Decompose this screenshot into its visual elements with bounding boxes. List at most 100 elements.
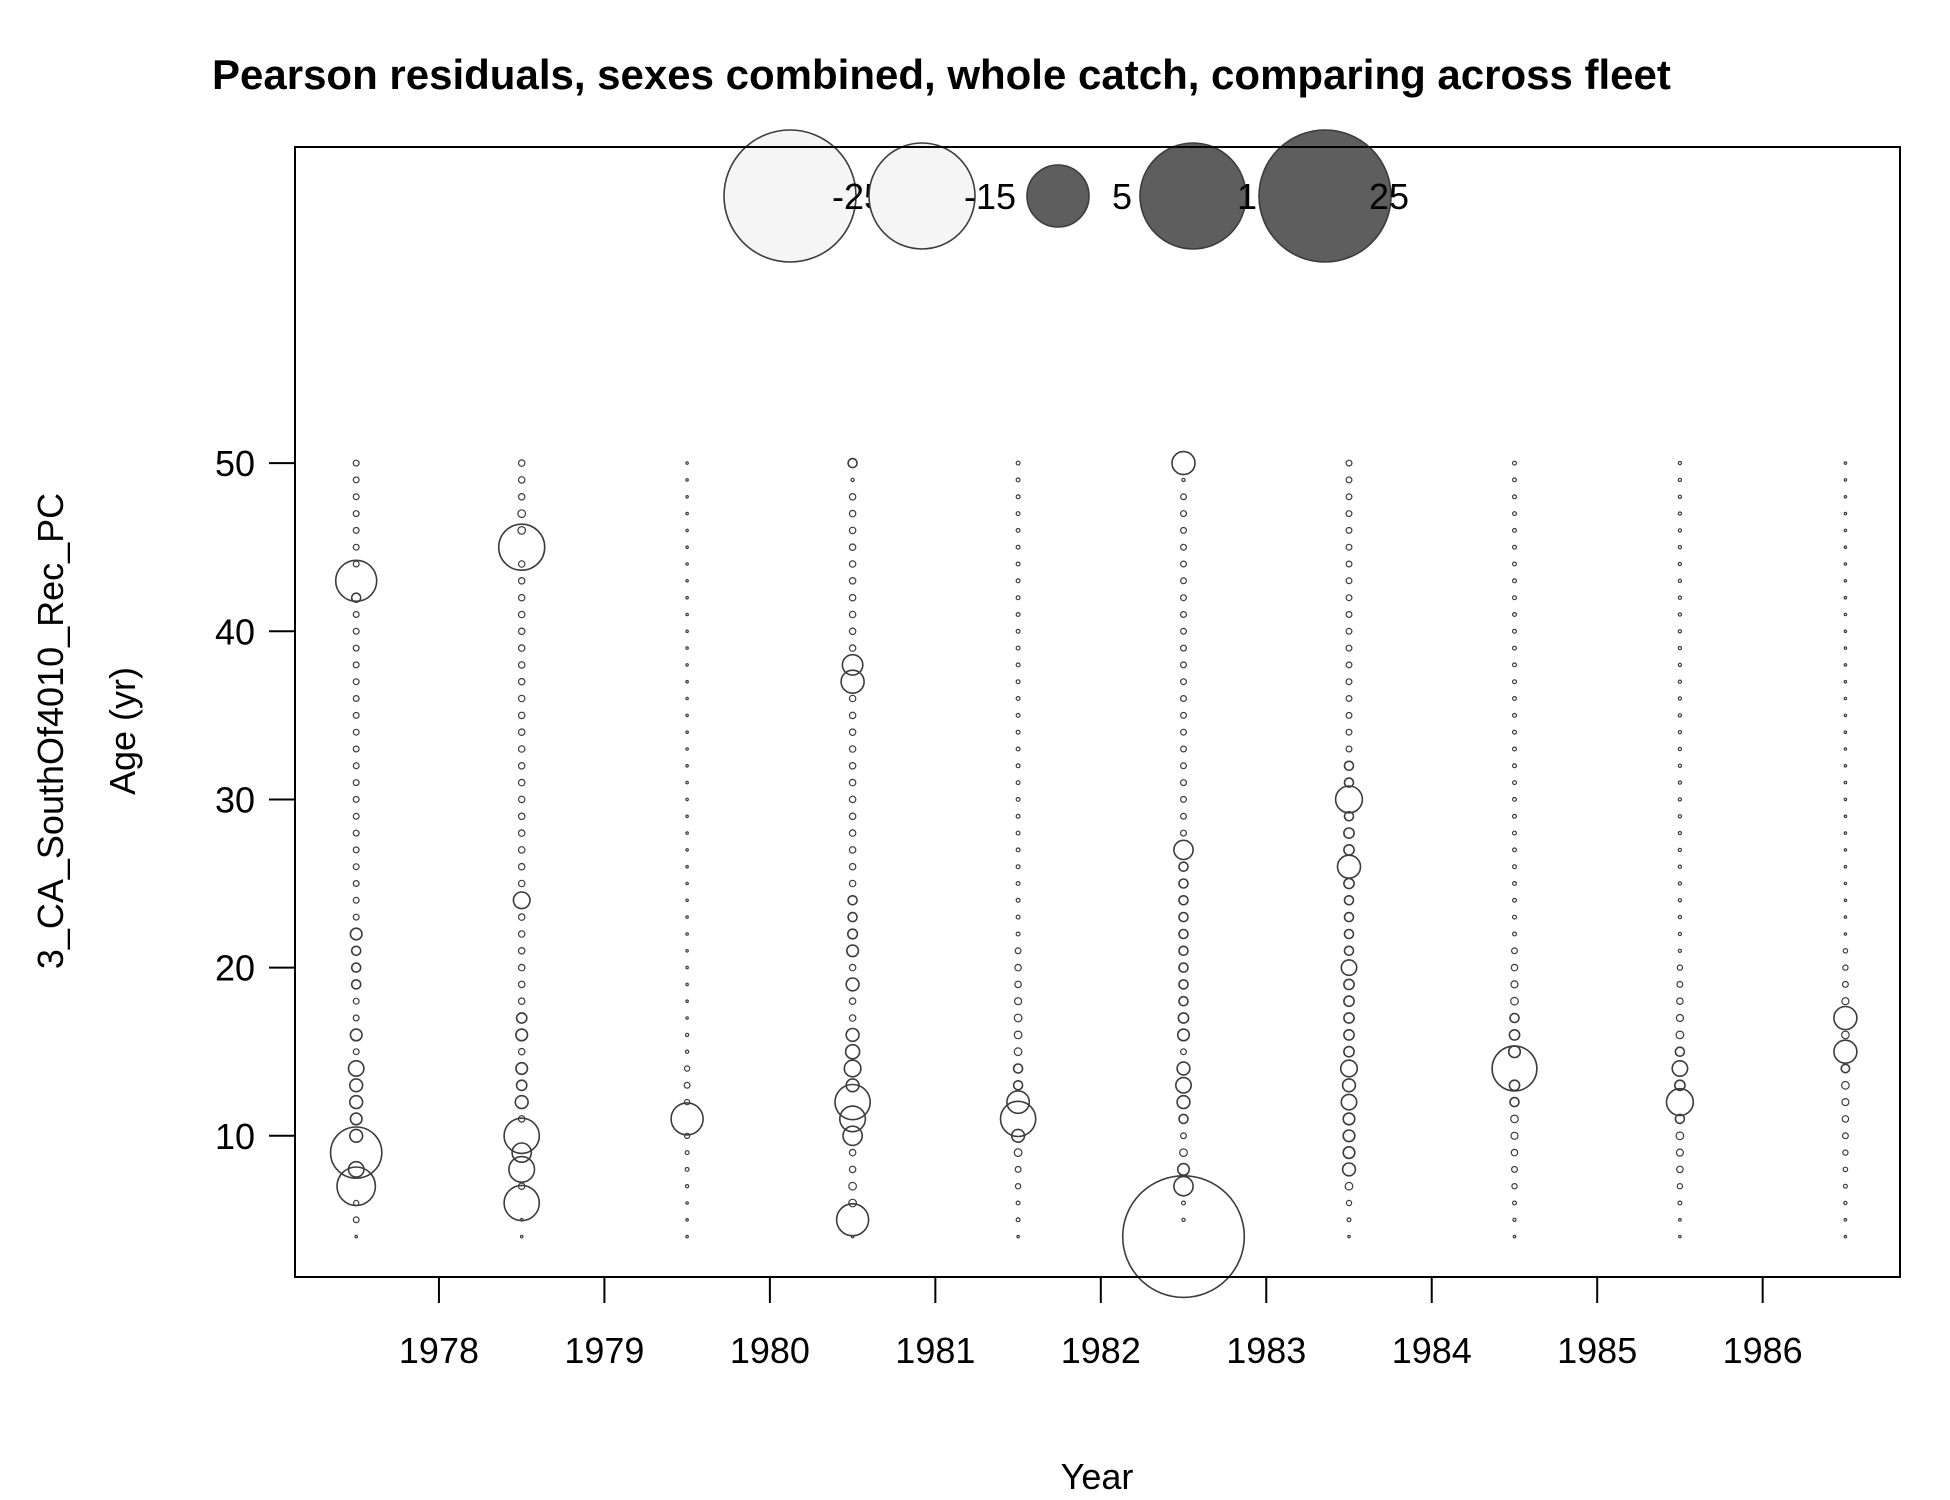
bubble-point [517,677,526,686]
bubble-point [1178,928,1189,940]
bubble-point [517,946,526,955]
bubble-point [1843,915,1848,919]
bubble-point [1508,1079,1521,1092]
bubble-point [848,761,857,770]
bubble-point [511,1142,533,1164]
bubble-point [835,1203,870,1237]
bubble-point [352,863,360,871]
bubble-point [1345,661,1353,669]
bubble-point [334,559,378,603]
bubble-point [684,1183,690,1189]
legend-label: 25 [1369,176,1409,217]
bubble-point [352,543,360,551]
bubble-point [1345,560,1353,568]
bubble-point [848,526,857,535]
bubble-point [685,663,689,667]
bubble-point [1345,1199,1353,1207]
bubble-point [517,560,526,568]
chart-title: Pearson residuals, sexes combined, whole… [212,51,1671,98]
bubble-point [685,848,689,852]
bubble-point [685,864,689,869]
bubble-point [685,965,689,970]
bubble-point [1675,1148,1685,1157]
bubble-point [685,679,689,684]
bubble-point [1176,1061,1191,1076]
bubble-point [517,980,526,989]
bubble-point [1014,947,1022,955]
bubble-point [1843,814,1848,819]
bubble-point [1675,1131,1685,1141]
bubble-point [1015,628,1021,634]
bubble-point [1345,610,1353,618]
bubble-point [1176,1028,1191,1042]
y-tick-label: 20 [215,948,255,989]
bubble-point [1343,827,1355,839]
bubble-point [1015,931,1021,937]
bubble-point [1343,978,1355,991]
bubble-point [1841,997,1850,1006]
bubble-point [517,644,526,652]
bubble-point [1347,1234,1351,1239]
bubble-point [1510,1148,1519,1157]
bubble-point [352,510,360,518]
bubble-point [1511,864,1517,870]
bubble-point [1677,679,1683,684]
bubble-point [1677,830,1683,836]
x-tick-label: 1980 [730,1330,810,1371]
bubble-point [1841,1115,1850,1123]
bubble-point [848,778,857,787]
bubble-point [1013,997,1023,1006]
bubble-point [1677,545,1683,550]
bubble-point [517,476,526,484]
bubble-point [1015,780,1021,786]
x-tick-label: 1984 [1392,1330,1472,1371]
bubble-point [684,1049,690,1054]
bubble-point [685,763,689,768]
bubble-point [1511,796,1517,802]
bubble-point [517,761,526,770]
bubble-point [848,543,857,552]
bubble-point [1015,460,1021,466]
bubble-point [1843,461,1848,465]
bubble-point [685,511,689,516]
bubble-point [1511,1182,1518,1190]
bubble-point [685,646,689,650]
bubble-point [1675,1013,1685,1023]
bubble-point [1843,1234,1848,1239]
bubble-point [1015,494,1021,500]
bubble-point [1674,1046,1686,1057]
bubble-point [517,728,526,737]
bubble-point [683,1065,691,1072]
bubble-point [1179,812,1187,820]
bubble-point [848,492,857,501]
bubble-point [1345,627,1353,635]
bubble-point [848,1198,857,1208]
bubble-point [517,778,526,787]
bubble-point [1843,612,1848,617]
bubble-point [1843,663,1848,667]
bubble-point [1843,747,1848,751]
bubble-point [1343,995,1355,1008]
bubble-point [1177,1012,1190,1024]
bubble-point [1511,1200,1517,1206]
bubble-point [848,963,857,972]
bubble-point [1511,897,1517,903]
y-axis-label: Age (yr) [102,667,143,795]
bubble-point [845,977,860,992]
bubble-point [349,1128,364,1144]
bubble-point [349,1112,363,1126]
bubble-point [1843,780,1848,785]
bubble-point [349,927,363,941]
bubble-point [517,1182,526,1191]
bubble-point [352,627,360,635]
bubble-point [1015,880,1021,886]
bubble-point [685,528,689,533]
bubble-point [1511,712,1517,718]
bubble-point [1512,1217,1517,1223]
bubble-point [352,745,360,753]
bubble-point [1511,813,1517,819]
bubble-point [352,913,360,921]
x-tick-label: 1982 [1061,1330,1141,1371]
bubble-point [1179,1132,1187,1140]
bubble-point [1511,695,1517,701]
